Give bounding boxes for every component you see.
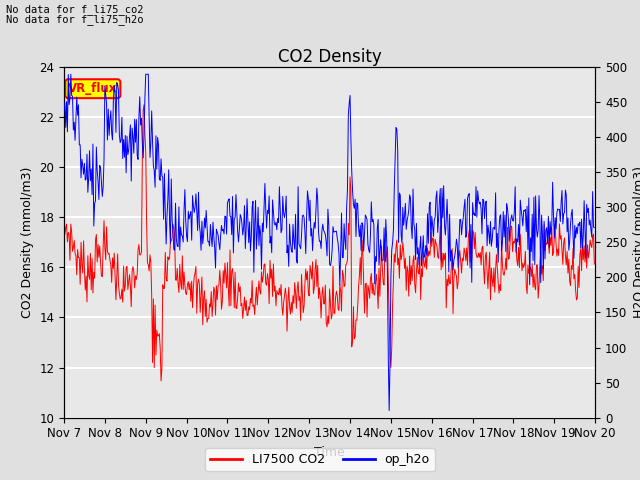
Title: CO2 Density: CO2 Density	[278, 48, 381, 66]
Text: VR_flux: VR_flux	[68, 82, 117, 95]
Y-axis label: CO2 Density (mmol/m3): CO2 Density (mmol/m3)	[20, 167, 34, 318]
Text: No data for f_li75_co2: No data for f_li75_co2	[6, 4, 144, 15]
Text: No data for f_li75_h2o: No data for f_li75_h2o	[6, 13, 144, 24]
X-axis label: Time: Time	[314, 446, 345, 459]
Y-axis label: H2O Density (mmol/m3): H2O Density (mmol/m3)	[633, 167, 640, 318]
Legend: LI7500 CO2, op_h2o: LI7500 CO2, op_h2o	[205, 448, 435, 471]
